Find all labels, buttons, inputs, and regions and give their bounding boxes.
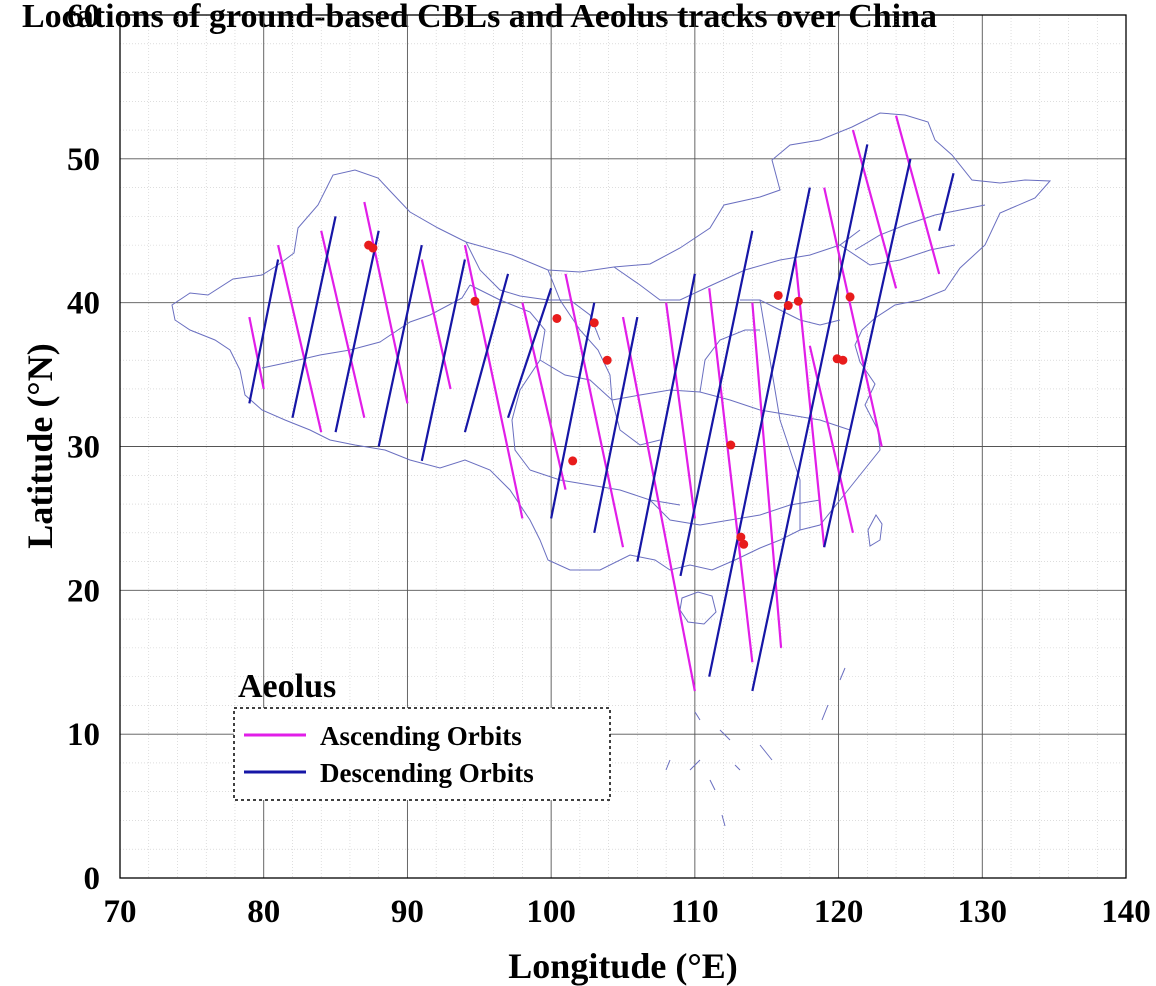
- cbl-site-dot: [568, 456, 578, 466]
- province-border-south-west: [529, 469, 681, 506]
- province-border-qinghai: [465, 241, 601, 341]
- y-tick-label: 30: [67, 430, 100, 466]
- province-border-jilin: [839, 244, 956, 266]
- cbl-site-dot: [845, 292, 855, 302]
- x-tick-label: 100: [526, 894, 576, 930]
- x-axis-title: Longitude (°E): [508, 946, 737, 986]
- province-border-henan: [699, 329, 760, 393]
- orbit-tracks: [248, 115, 955, 692]
- cbl-site-dot: [552, 313, 562, 323]
- ascending-orbit-track: [851, 129, 898, 289]
- x-tick-label: 140: [1101, 894, 1151, 930]
- ascending-orbit-track: [320, 230, 366, 418]
- province-border-inner-mongolia: [613, 229, 861, 301]
- ascending-orbit-track: [463, 244, 524, 519]
- ascending-orbit-track: [708, 288, 754, 663]
- ascending-orbit-track: [420, 259, 452, 390]
- major-grid: [119, 14, 1127, 879]
- descending-orbit-track: [291, 216, 337, 418]
- y-tick-label: 0: [84, 861, 101, 897]
- hainan-island: [679, 591, 717, 625]
- ascending-orbit-track: [564, 273, 625, 548]
- y-tick-label: 20: [67, 573, 100, 609]
- cbl-site-dot: [726, 440, 736, 450]
- x-tick-label: 120: [814, 894, 864, 930]
- descending-orbit-track: [751, 144, 869, 692]
- descending-orbit-track: [334, 230, 380, 433]
- legend-ascending-label: Ascending Orbits: [320, 721, 522, 751]
- descending-orbit-track: [420, 259, 466, 462]
- y-axis-title: Latitude (°N): [20, 343, 60, 548]
- y-tick-label: 10: [67, 717, 100, 753]
- legend: Aeolus Ascending Orbits Descending Orbit…: [233, 668, 611, 801]
- ascending-orbit-track: [751, 302, 783, 648]
- ascending-orbit-track: [823, 187, 883, 447]
- y-tick-label: 40: [67, 286, 100, 322]
- descending-orbit-track: [248, 259, 280, 404]
- descending-orbit-track: [679, 230, 754, 577]
- y-tick-label: 60: [67, 0, 100, 34]
- taiwan-island: [867, 514, 883, 547]
- cbl-site-dot: [739, 539, 749, 549]
- ascending-orbit-track: [808, 345, 855, 534]
- descending-orbit-track: [377, 244, 423, 447]
- ascending-orbit-track: [894, 115, 941, 275]
- province-border-heilongjiang: [854, 204, 986, 251]
- descending-orbit-track: [550, 302, 596, 519]
- ascending-orbit-track: [521, 302, 567, 490]
- province-border-gansu: [547, 269, 613, 401]
- ascending-orbit-track: [277, 244, 323, 433]
- descending-orbit-track: [506, 287, 553, 419]
- legend-descending-label: Descending Orbits: [320, 758, 534, 788]
- cbl-site-dot: [602, 355, 612, 365]
- cbl-site-dot: [589, 318, 599, 328]
- cbl-site-dot: [470, 296, 480, 306]
- legend-title: Aeolus: [238, 668, 336, 705]
- chart-title: Locations of ground-based CBLs and Aeolu…: [22, 0, 937, 35]
- province-border-south: [649, 499, 821, 526]
- x-tick-label: 70: [104, 894, 137, 930]
- x-tick-labels: 70 80 90 100 110 120 130 140: [104, 894, 1151, 930]
- descending-orbit-track: [823, 158, 912, 548]
- china-outline: [171, 112, 1052, 571]
- plot-frame: [119, 14, 1127, 879]
- cbl-site-dot: [783, 301, 793, 311]
- ascending-orbit-track: [248, 316, 265, 390]
- cbl-site-dot: [736, 532, 746, 542]
- y-tick-labels: 0 10 20 30 40 50 60: [67, 0, 100, 897]
- descending-orbit-track: [636, 273, 696, 562]
- x-tick-label: 90: [391, 894, 424, 930]
- ascending-orbit-track: [794, 259, 826, 548]
- y-tick-label: 50: [67, 142, 100, 178]
- south-china-sea-islands: [665, 667, 846, 827]
- descending-orbit-track: [938, 172, 955, 232]
- ascending-orbit-track: [665, 302, 696, 519]
- x-tick-label: 110: [671, 894, 719, 930]
- legend-box: [233, 707, 611, 801]
- cbl-site-dot: [773, 290, 783, 300]
- ascending-orbit-track: [363, 201, 409, 404]
- ascending-orbit-track: [621, 316, 696, 692]
- province-border-xinjiang: [261, 284, 471, 369]
- x-tick-label: 80: [247, 894, 280, 930]
- cbl-sites: [364, 240, 855, 549]
- descending-orbit-track: [708, 187, 811, 677]
- cbl-site-dot: [838, 355, 848, 365]
- descending-orbit-track: [593, 316, 639, 534]
- cbl-site-dot: [368, 243, 378, 253]
- descending-orbit-track: [463, 273, 510, 433]
- province-border-sichuan: [539, 359, 661, 446]
- province-border-north: [740, 299, 841, 326]
- x-tick-label: 130: [958, 894, 1008, 930]
- cbl-site-dot: [793, 296, 803, 306]
